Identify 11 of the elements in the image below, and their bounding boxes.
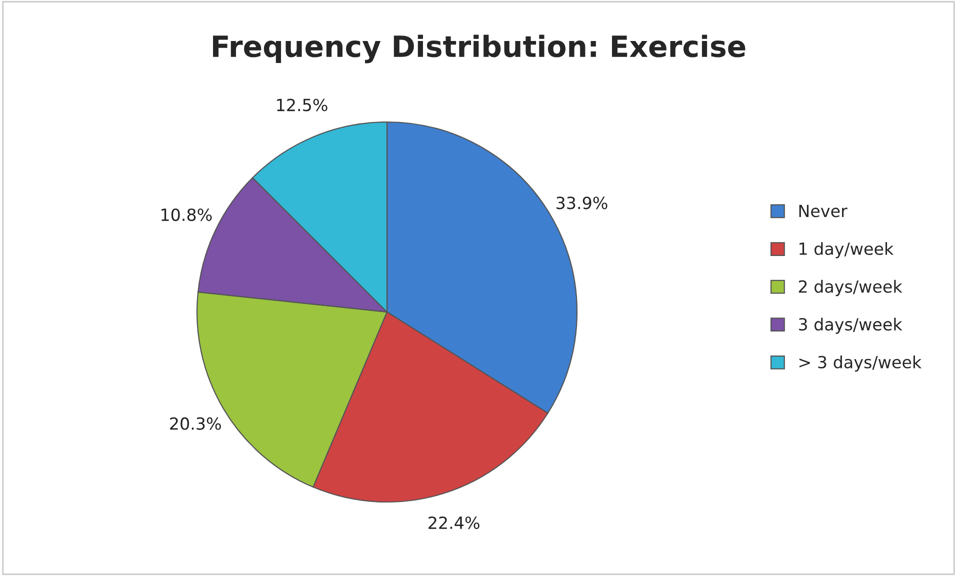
legend-label: > 3 days/week [799, 356, 922, 372]
data-label: 10.8% [162, 208, 212, 222]
data-label: 22.4% [428, 516, 480, 530]
legend-label: 1 day/week [800, 242, 894, 258]
data-label: 20.3% [170, 417, 221, 430]
legend-label: 2 days/week [798, 280, 902, 296]
legend-label: 3 days/week [798, 318, 902, 334]
legend-label: Never [799, 204, 848, 218]
chart-title: Frequency Distribution: Exercise [213, 34, 746, 64]
data-label: 33.9% [556, 196, 608, 210]
data-label: 12.5% [277, 98, 328, 112]
